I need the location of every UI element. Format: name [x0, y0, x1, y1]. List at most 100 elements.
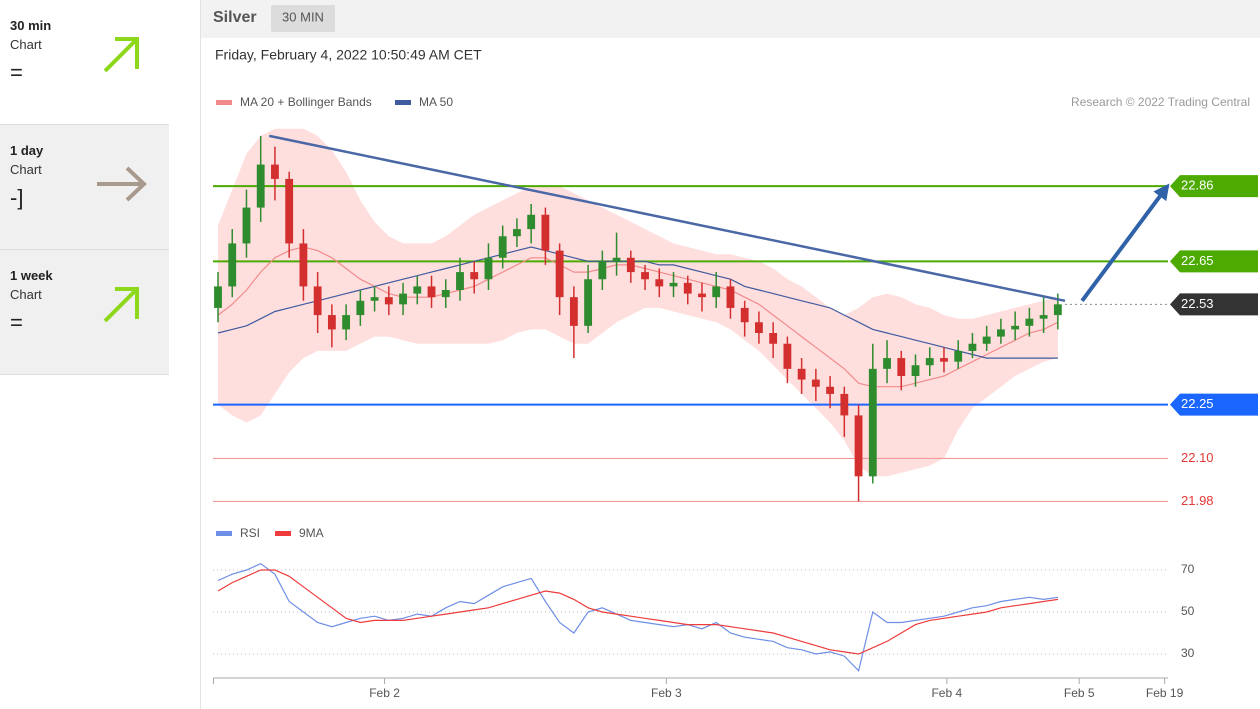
candle-body [1053, 304, 1062, 316]
level-label: 22.86 [1181, 178, 1214, 193]
bollinger-band [218, 128, 1058, 477]
sidebar-item[interactable]: 30 min Chart = [0, 0, 169, 125]
candle-body [811, 379, 820, 387]
candle-body [228, 243, 237, 287]
period: 1 day [10, 143, 44, 158]
timeframe[interactable]: 30 MIN [282, 9, 324, 24]
candle-body [498, 236, 507, 258]
candle-body [242, 207, 251, 244]
candle-body [826, 386, 835, 394]
candle-body [342, 315, 351, 330]
candle-body [327, 315, 336, 330]
legend-swatch [275, 531, 291, 536]
candle-body [370, 297, 379, 301]
item-label: Chart [10, 287, 42, 302]
last-price-label: 22.53 [1181, 296, 1214, 311]
candle-body [626, 257, 635, 273]
signal: -] [10, 185, 24, 210]
arrow-up-icon [103, 37, 139, 73]
signal: = [10, 310, 23, 335]
candle-body [840, 393, 849, 416]
indicator-line [217, 563, 1058, 672]
candle-body [726, 286, 735, 308]
candle-body [484, 257, 493, 280]
candle-body [655, 279, 664, 287]
candle-body [982, 336, 991, 344]
forecast-arrow [1080, 183, 1170, 302]
level-label: 22.65 [1181, 253, 1214, 268]
candle-body [883, 358, 891, 369]
level-tag [1170, 250, 1258, 273]
legend-label: MA 50 [419, 95, 453, 109]
period: 1 week [10, 268, 53, 283]
candle-body [413, 286, 422, 294]
y-tick-label: 30 [1181, 646, 1195, 660]
x-tick-label: Feb 19 [1146, 686, 1184, 700]
timeframe-button[interactable] [271, 5, 335, 32]
legend-label: RSI [240, 526, 260, 540]
indicator-line [217, 569, 1058, 655]
candle-body [683, 282, 692, 294]
legend-swatch [216, 100, 232, 105]
candle-body [854, 415, 863, 477]
candle-body [797, 368, 806, 380]
candle-body [299, 243, 308, 287]
candle-body [954, 350, 963, 362]
candle-body [740, 307, 749, 323]
arrow-right-icon [97, 166, 147, 202]
candle-body [427, 286, 436, 298]
candle-body [470, 272, 479, 280]
candle-body [541, 214, 550, 251]
timestamp: Friday, February 4, 2022 10:50:49 AM CET [215, 47, 482, 63]
sidebar-item[interactable]: 1 day Chart -] [0, 125, 169, 250]
x-tick-label: Feb 3 [651, 686, 682, 700]
candle-body [1039, 315, 1048, 319]
sidebar-item[interactable]: 1 week Chart = [0, 250, 169, 375]
signal: = [10, 60, 23, 85]
candle-body [925, 358, 934, 366]
candle-body [569, 297, 578, 326]
period: 30 min [10, 18, 52, 33]
candle-body [868, 368, 877, 477]
legend-label: MA 20 + Bollinger Bands [240, 95, 372, 109]
candle-body [598, 261, 607, 280]
candle-body [712, 286, 721, 298]
candle-body [285, 178, 294, 244]
candle-body [911, 365, 920, 376]
level-label: 22.25 [1181, 396, 1214, 411]
candle-body [313, 286, 322, 316]
legend-label: 9MA [299, 526, 324, 540]
candle-body [456, 272, 464, 290]
level-label: 22.10 [1181, 450, 1214, 465]
candle-body [384, 297, 393, 305]
candle-body [996, 329, 1005, 337]
candle-body [940, 358, 948, 362]
x-tick-label: Feb 2 [369, 686, 400, 700]
candle-body [527, 214, 536, 230]
moving-average [217, 246, 1059, 388]
y-tick-label: 50 [1181, 604, 1195, 618]
level-label: 21.98 [1181, 493, 1214, 508]
instrument: Silver [213, 9, 257, 26]
candle-body [698, 293, 706, 298]
candle-body [669, 282, 678, 287]
legend-swatch [395, 100, 411, 105]
candle-body [897, 358, 906, 376]
header-bar [200, 0, 1260, 38]
candle-body [1025, 318, 1034, 326]
candle-body [256, 164, 265, 208]
candle-body [513, 229, 521, 237]
y-tick-label: 70 [1181, 562, 1195, 576]
item-label: Chart [10, 37, 42, 52]
candle-body [214, 286, 222, 308]
candle-body [641, 272, 649, 280]
legend-swatch [216, 531, 232, 536]
candle-body [769, 333, 778, 344]
trendline [268, 134, 1066, 303]
candle-body [783, 343, 792, 369]
candle-body [755, 322, 763, 333]
candle-body [441, 290, 450, 298]
x-tick-label: Feb 4 [931, 686, 962, 700]
